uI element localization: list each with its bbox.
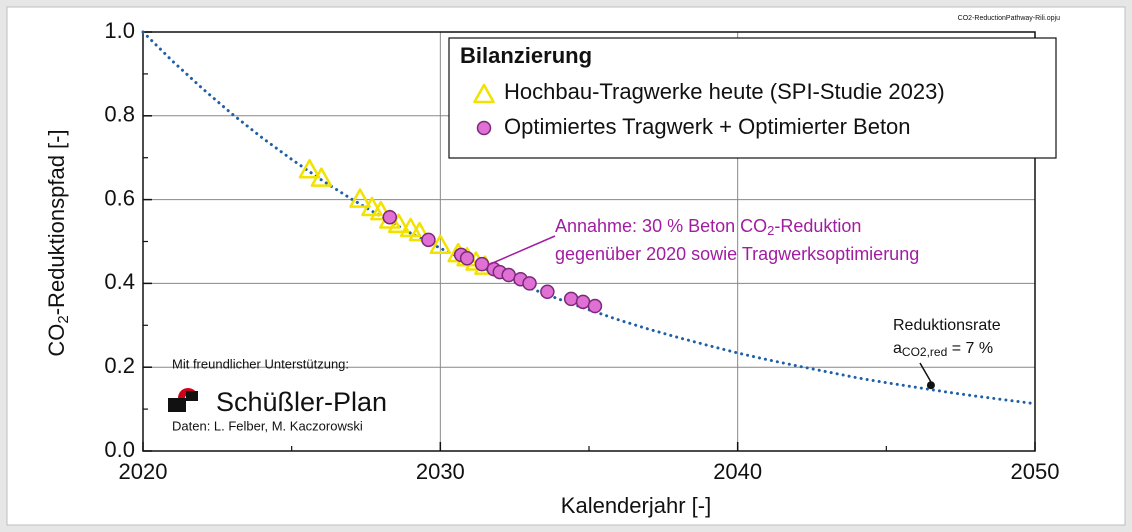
triangle-marker bbox=[399, 217, 422, 238]
circle-marker bbox=[540, 284, 555, 300]
y-tick-label: 0.0 bbox=[104, 437, 135, 462]
triangle-marker bbox=[310, 167, 333, 187]
logo bbox=[168, 388, 198, 412]
legend-swatch bbox=[473, 83, 495, 104]
rate-point bbox=[926, 381, 935, 390]
y-tick-label: 0.6 bbox=[104, 185, 135, 210]
circle-marker bbox=[382, 209, 398, 225]
x-tick-label: 2050 bbox=[1011, 459, 1060, 484]
legend-title: Bilanzierung bbox=[460, 43, 592, 68]
y-tick-label: 1.0 bbox=[104, 18, 135, 43]
legend-entry: Hochbau-Tragwerke heute (SPI-Studie 2023… bbox=[504, 79, 945, 104]
x-tick-label: 2020 bbox=[119, 459, 168, 484]
y-label-subscript: 2 bbox=[55, 315, 72, 323]
data-credit: Daten: L. Felber, M. Kaczorowski bbox=[172, 418, 363, 433]
annotation-part: Annahme: 30 % Beton CO bbox=[555, 216, 767, 236]
triangle-marker bbox=[370, 200, 392, 221]
y-tick-label: 0.8 bbox=[104, 102, 135, 127]
rate-label: Reduktionsrate bbox=[893, 317, 1001, 334]
logo-text: Schüßler-Plan bbox=[216, 387, 387, 417]
rate-part: = 7 % bbox=[947, 340, 993, 357]
annotation: gegenüber 2020 sowie Tragwerksoptimierun… bbox=[555, 244, 919, 264]
sponsor-text: Mit freundlicher Unterstützung: bbox=[172, 356, 349, 371]
file-name: CO2-ReductionPathway-Rili.opju bbox=[958, 15, 1060, 22]
annotation: Annahme: 30 % Beton CO2-Reduktion bbox=[555, 216, 861, 239]
legend-box bbox=[448, 37, 1057, 159]
rate-leader bbox=[919, 362, 932, 383]
rate-subscript: CO2,red bbox=[902, 345, 947, 359]
annotation-leader bbox=[487, 235, 556, 266]
annotation-subscript: 2 bbox=[767, 223, 774, 238]
circle-marker bbox=[459, 251, 475, 266]
rate-label: aCO2,red = 7 % bbox=[893, 340, 993, 359]
triangle-marker bbox=[349, 188, 371, 208]
circle-marker bbox=[474, 256, 490, 272]
plot-border bbox=[142, 31, 1036, 452]
x-tick-label: 2040 bbox=[713, 459, 762, 484]
x-axis-label: Kalenderjahr [-] bbox=[561, 493, 711, 518]
circle-marker bbox=[587, 298, 603, 314]
triangle-marker bbox=[298, 159, 321, 179]
annotation-part: -Reduktion bbox=[774, 216, 861, 236]
y-tick-label: 0.4 bbox=[104, 269, 135, 294]
circle-marker bbox=[421, 232, 436, 248]
circle-marker bbox=[563, 291, 579, 307]
circle-marker bbox=[575, 294, 591, 310]
y-label-part: CO bbox=[44, 324, 69, 357]
triangle-marker bbox=[387, 213, 410, 233]
plot-area: 0.0 0.2 0.4 0.6 0.8 1.0 2020 2030 2040 2050 bbox=[104, 18, 1059, 484]
y-axis-label: CO2-Reduktionspfad [-] bbox=[44, 129, 72, 356]
triangle-marker bbox=[361, 196, 383, 217]
circle-marker bbox=[522, 276, 537, 291]
triangle-marker bbox=[408, 221, 431, 242]
y-label-part: -Reduktionspfad [-] bbox=[44, 129, 69, 315]
y-tick-label: 0.2 bbox=[104, 353, 135, 378]
rate-part: a bbox=[893, 340, 902, 357]
triangle-marker bbox=[429, 234, 452, 254]
legend-entry: Optimiertes Tragwerk + Optimierter Beton bbox=[504, 114, 911, 139]
legend-swatch bbox=[476, 120, 492, 136]
x-tick-label: 2030 bbox=[416, 459, 465, 484]
circle-marker bbox=[501, 267, 516, 283]
